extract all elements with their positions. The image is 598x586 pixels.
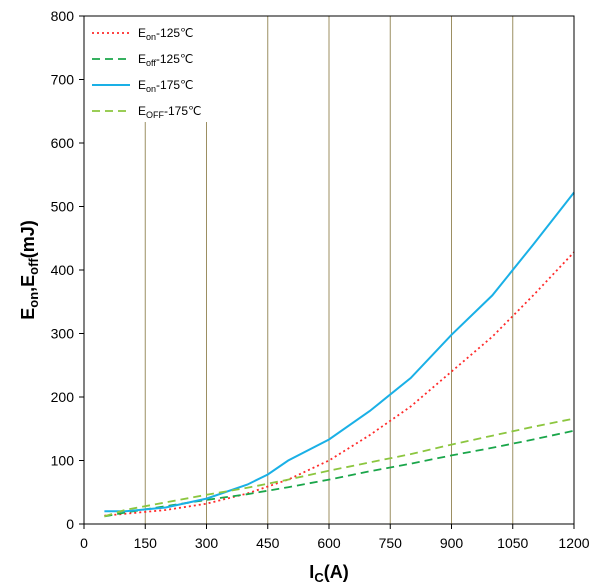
series-line-4 xyxy=(104,417,575,518)
x-tick-label: 600 xyxy=(317,535,341,551)
y-tick-label: 500 xyxy=(51,199,75,215)
x-tick-label: 900 xyxy=(440,535,464,551)
series-line-3 xyxy=(104,191,575,513)
x-tick-label: 1200 xyxy=(558,535,589,551)
y-tick-label: 100 xyxy=(51,453,75,469)
y-tick-label: 400 xyxy=(51,262,75,278)
y-tick-label: 200 xyxy=(51,389,75,405)
x-tick-label: 150 xyxy=(134,535,158,551)
vertical-gridlines xyxy=(144,16,514,524)
y-tick-label: 700 xyxy=(51,72,75,88)
legend-entry: Eon-175℃ xyxy=(92,78,194,94)
legend-label: Eon-125℃ xyxy=(138,26,194,42)
x-tick-label: 1050 xyxy=(497,535,528,551)
legend: Eon-125℃ Eoff-125℃ Eon-175℃ EOFF-175℃ xyxy=(92,26,202,120)
series-lines xyxy=(104,191,575,518)
y-tick-label: 600 xyxy=(51,135,75,151)
x-tick-label: 300 xyxy=(195,535,219,551)
legend-entry: EOFF-175℃ xyxy=(92,104,202,120)
y-tick-label: 0 xyxy=(66,516,74,532)
legend-entry: Eon-125℃ xyxy=(92,26,194,42)
legend-label: EOFF-175℃ xyxy=(138,104,202,120)
plot-frame xyxy=(83,15,575,525)
y-axis-title: Eon,Eoff(mJ) xyxy=(18,220,41,320)
series-line-1 xyxy=(104,251,575,517)
y-tick-label: 300 xyxy=(51,326,75,342)
series-line-2 xyxy=(104,429,575,518)
y-tick-label: 800 xyxy=(51,8,75,24)
x-axis-title: IC(A) xyxy=(309,562,348,585)
legend-label: Eon-175℃ xyxy=(138,78,194,94)
x-tick-label: 750 xyxy=(379,535,403,551)
legend-label: Eoff-125℃ xyxy=(138,52,193,68)
legend-entry: Eoff-125℃ xyxy=(92,52,193,68)
x-tick-label: 450 xyxy=(256,535,280,551)
x-tick-label: 0 xyxy=(80,535,88,551)
tick-labels: 0 150 300 450 600 750 900 1050 1200 0 100 200 300 400… xyxy=(51,8,590,551)
